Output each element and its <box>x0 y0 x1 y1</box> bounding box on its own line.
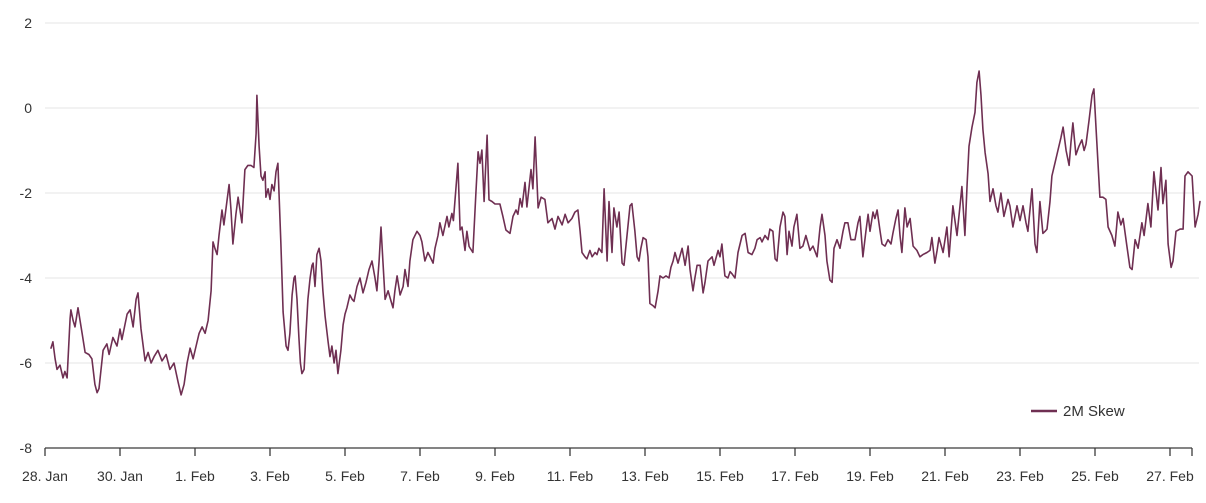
x-axis-label: 28. Jan <box>22 468 68 484</box>
x-axis-label: 5. Feb <box>325 468 365 484</box>
x-axis-label: 23. Feb <box>996 468 1044 484</box>
series-line-2m-skew[interactable] <box>50 70 1201 396</box>
x-axis-label: 30. Jan <box>97 468 143 484</box>
y-axis-labels: 2 0 -2 -4 -6 -8 <box>20 15 33 456</box>
x-axis-label: 19. Feb <box>846 468 894 484</box>
y-axis-label: 2 <box>24 15 32 31</box>
legend-label: 2M Skew <box>1063 403 1125 420</box>
x-axis: 28. Jan 30. Jan 1. Feb 3. Feb 5. Feb 7. Feb 9.… <box>22 447 1194 484</box>
y-axis-label: -8 <box>20 440 33 456</box>
y-gridlines <box>45 22 1199 364</box>
y-axis-label: -2 <box>20 185 33 201</box>
y-axis-label: 0 <box>24 100 32 116</box>
x-axis-label: 13. Feb <box>621 468 669 484</box>
y-axis-label: -6 <box>20 355 33 371</box>
y-axis-label: -4 <box>20 270 33 286</box>
plot-area[interactable] <box>45 23 1199 448</box>
x-axis-label: 21. Feb <box>921 468 969 484</box>
x-axis-label: 9. Feb <box>475 468 515 484</box>
x-axis-label: 3. Feb <box>250 468 290 484</box>
x-axis-label: 7. Feb <box>400 468 440 484</box>
x-axis-labels: 28. Jan 30. Jan 1. Feb 3. Feb 5. Feb 7. Feb 9.… <box>22 468 1194 484</box>
legend[interactable]: 2M Skew <box>1031 403 1125 420</box>
x-axis-label: 27. Feb <box>1146 468 1194 484</box>
x-axis-label: 25. Feb <box>1071 468 1119 484</box>
x-axis-label: 17. Feb <box>771 468 819 484</box>
x-axis-label: 11. Feb <box>547 468 594 484</box>
x-axis-label: 1. Feb <box>175 468 215 484</box>
x-axis-label: 15. Feb <box>696 468 744 484</box>
x-axis-ticks <box>44 448 1193 456</box>
